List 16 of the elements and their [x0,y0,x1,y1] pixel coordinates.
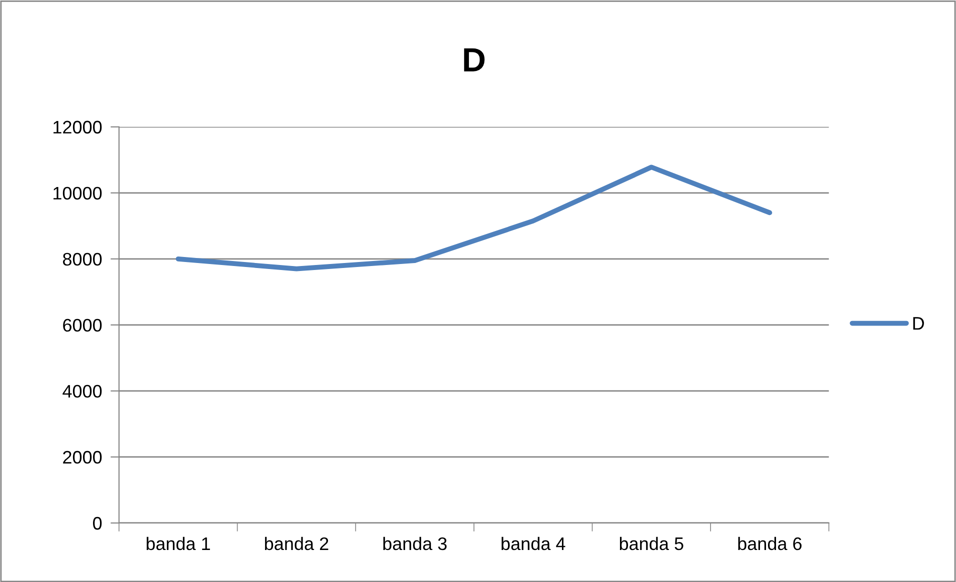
y-tick-label: 10000 [54,186,102,200]
y-tick-label: 8000 [62,252,102,266]
x-tick-label: banda 4 [502,536,566,550]
x-tick-label: banda 1 [146,536,210,550]
y-tick-label: 12000 [54,120,102,134]
chart-title: D [464,48,485,72]
x-tick-label: banda 5 [620,536,684,550]
y-tick-label: 2000 [63,450,102,464]
y-tick-label: 0 [93,516,102,530]
line-series [176,164,772,272]
x-tick-label: banda 3 [383,536,447,550]
x-tick-label: banda 6 [738,536,802,550]
legend-label: D [913,317,924,330]
y-tick-label: 4000 [62,384,102,398]
y-tick-label: 6000 [63,318,102,332]
x-tick-label: banda 2 [265,536,328,550]
